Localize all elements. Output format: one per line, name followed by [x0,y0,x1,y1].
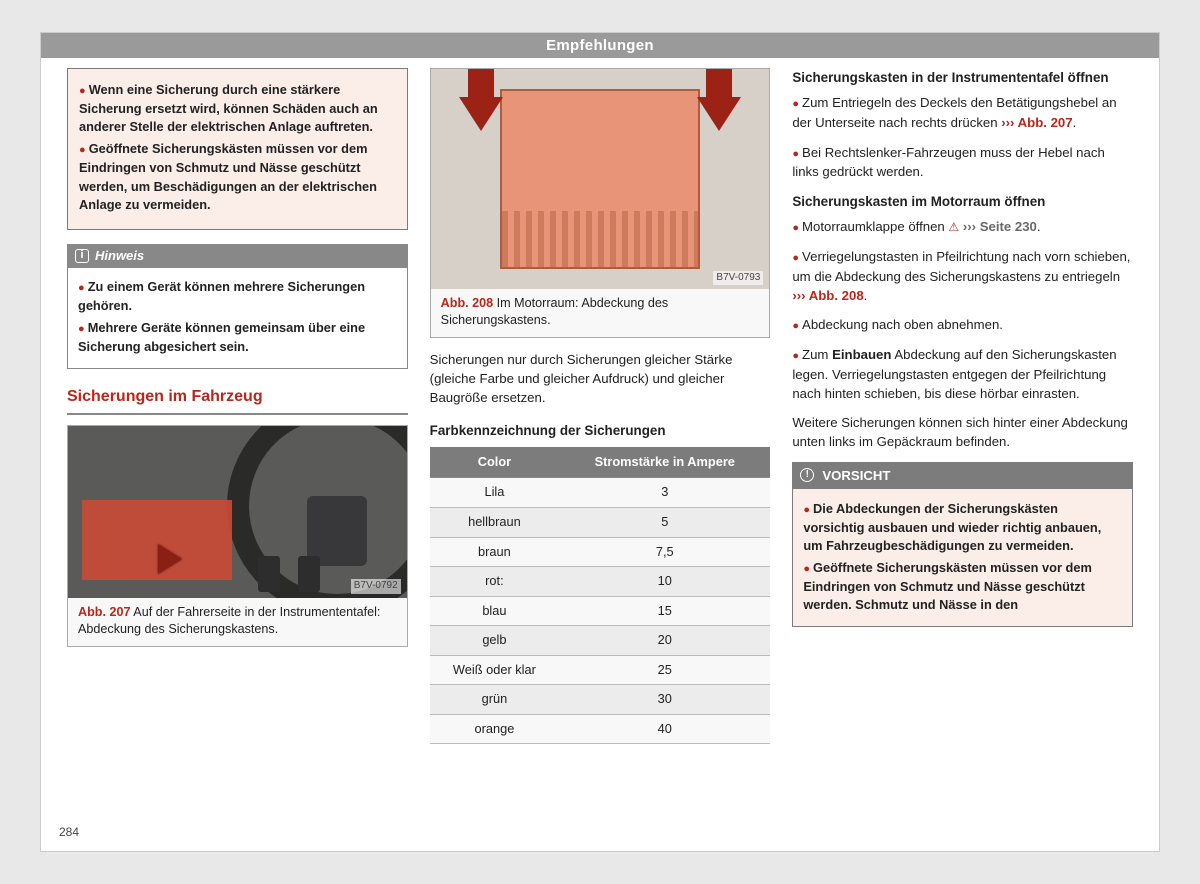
table-row: gelb20 [430,626,771,656]
column-3: Sicherungskasten in der Instrumententafe… [792,68,1133,744]
step-slide-locks: Verriegelungstasten in Pfeilrichtung nac… [792,247,1133,305]
arrow-icon [158,544,182,574]
figure-207-caption: Abb. 207 Auf der Fahrerseite in der Inst… [68,598,407,646]
manual-page: Empfehlungen Wenn eine Sicherung durch e… [40,32,1160,852]
cell-ampere: 10 [559,567,770,597]
caution-title: VORSICHT [822,466,890,485]
ref-abb-207: ››› Abb. 207 [1001,115,1072,130]
pedal-shape [298,556,320,592]
fuse-color-table: Color Stromstärke in Ampere Lila3hellbra… [430,447,771,744]
caution-bullet-1: Die Abdeckungen der Sicherungskästen vor… [803,500,1122,556]
cell-color: Weiß oder klar [430,655,559,685]
pedal-shape [258,556,280,592]
arrow-down-icon [459,97,503,131]
page-number: 284 [59,825,79,839]
figure-ref: Abb. 208 [441,296,494,310]
note-header: i Hinweis [67,244,408,269]
table-row: grün30 [430,685,771,715]
image-code: B7V-0793 [713,271,763,286]
cell-ampere: 30 [559,685,770,715]
warning-triangle-icon: ⚠ [948,220,959,234]
subheading-instrument-panel: Sicherungskasten in der Instrumententafe… [792,68,1133,87]
table-row: orange40 [430,714,771,744]
table-row: hellbraun5 [430,507,771,537]
fusebox-shape [500,89,700,269]
cell-color: rot: [430,567,559,597]
step-install-cover: Zum Einbauen Abdeckung auf den Sicherung… [792,345,1133,403]
caution-bullet-2: Geöffnete Sicherungskästen müssen vor de… [803,559,1122,615]
note-bullet-1: Zu einem Gerät können mehrere Sicherunge… [78,278,397,315]
cell-color: grün [430,685,559,715]
table-row: Lila3 [430,478,771,508]
cell-color: orange [430,714,559,744]
step-remove-cover: Abdeckung nach oben abnehmen. [792,315,1133,335]
table-row: blau15 [430,596,771,626]
arrow-down-icon [697,97,741,131]
ref-abb-208: ››› Abb. 208 [792,288,863,303]
note-block: i Hinweis Zu einem Gerät können mehrere … [67,244,408,370]
cell-ampere: 25 [559,655,770,685]
page-header: Empfehlungen [41,33,1159,58]
column-2: B7V-0793 Abb. 208 Im Motorraum: Abdeckun… [430,68,771,744]
table-title: Farbkennzeichnung der Sicherungen [430,421,771,440]
step-open-bonnet: Motorraumklappe öffnen ⚠ ››› Seite 230. [792,217,1133,237]
cell-ampere: 40 [559,714,770,744]
step-rhd-note: Bei Rechtslenker-Fahrzeugen muss der Heb… [792,143,1133,182]
cell-color: Lila [430,478,559,508]
caution-header: ! VORSICHT [792,462,1133,489]
cell-color: blau [430,596,559,626]
column-1: Wenn eine Sicherung durch eine stärkere … [67,68,408,744]
cell-color: braun [430,537,559,567]
content-columns: Wenn eine Sicherung durch eine stärkere … [41,58,1159,744]
caution-icon: ! [800,468,814,482]
paragraph-luggage-fuses: Weitere Sicherungen können sich hinter e… [792,413,1133,451]
fuse-panel-highlight [82,500,232,580]
note-title: Hinweis [95,247,144,266]
cell-ampere: 7,5 [559,537,770,567]
table-header-color: Color [430,447,559,478]
figure-ref: Abb. 207 [78,605,131,619]
note-bullet-2: Mehrere Geräte können gemeinsam über ein… [78,319,397,356]
figure-208-image: B7V-0793 [431,69,770,289]
step-unlock-lid: Zum Entriegeln des Deckels den Betätigun… [792,93,1133,132]
info-icon: i [75,249,89,263]
paragraph-replace-fuse: Sicherungen nur durch Sicherungen gleich… [430,350,771,407]
caution-block: ! VORSICHT Die Abdeckungen der Sicherung… [792,462,1133,627]
table-row: braun7,5 [430,537,771,567]
table-row: rot:10 [430,567,771,597]
subheading-engine-compartment: Sicherungskasten im Motorraum öffnen [792,192,1133,211]
figure-207-image: B7V-0792 [68,426,407,598]
fusebox-ridges [502,211,698,267]
figure-208-caption: Abb. 208 Im Motorraum: Abdeckung des Sic… [431,289,770,337]
table-header-ampere: Stromstärke in Ampere [559,447,770,478]
cell-color: gelb [430,626,559,656]
cell-color: hellbraun [430,507,559,537]
cell-ampere: 15 [559,596,770,626]
cell-ampere: 5 [559,507,770,537]
warn-bullet-2: Geöffnete Sicherungskästen müssen vor de… [79,140,396,215]
table-row: Weiß oder klar25 [430,655,771,685]
cell-ampere: 3 [559,478,770,508]
warning-box-top: Wenn eine Sicherung durch eine stärkere … [67,68,408,230]
figure-207: B7V-0792 Abb. 207 Auf der Fahrerseite in… [67,425,408,647]
note-body: Zu einem Gerät können mehrere Sicherunge… [67,268,408,369]
image-code: B7V-0792 [351,579,401,594]
cell-ampere: 20 [559,626,770,656]
figure-208: B7V-0793 Abb. 208 Im Motorraum: Abdeckun… [430,68,771,338]
caution-body: Die Abdeckungen der Sicherungskästen vor… [792,489,1133,627]
ref-page-230: ››› Seite 230 [963,219,1037,234]
warn-bullet-1: Wenn eine Sicherung durch eine stärkere … [79,81,396,137]
section-title: Sicherungen im Fahrzeug [67,385,408,414]
